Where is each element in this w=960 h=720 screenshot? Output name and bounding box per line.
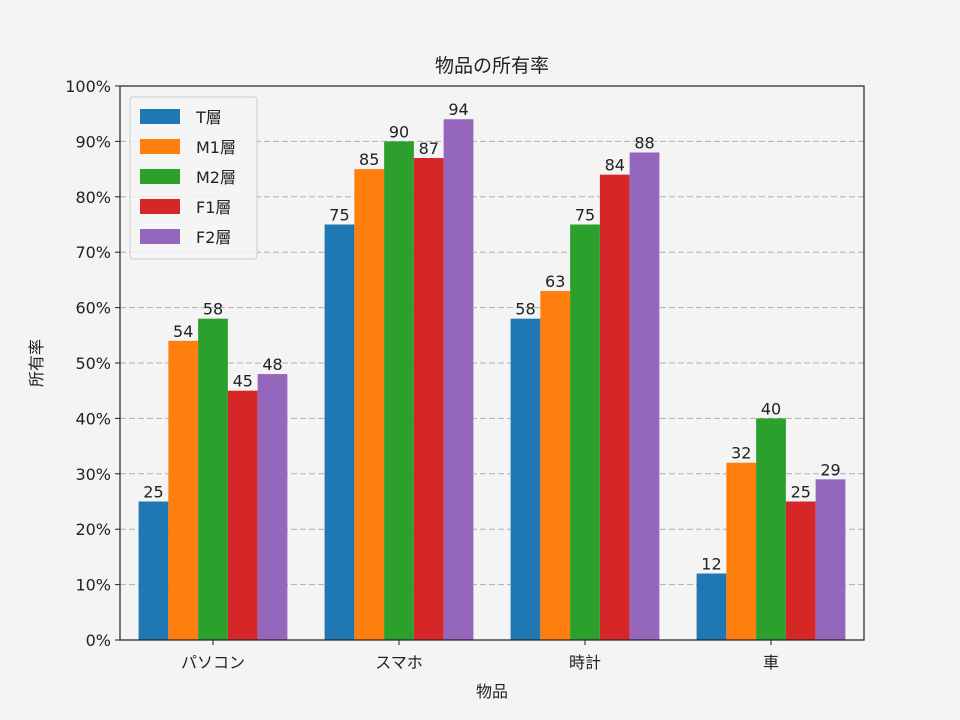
bar: [384, 141, 414, 640]
bar: [696, 573, 727, 640]
legend-swatch: [140, 169, 180, 184]
y-tick-label: 50%: [75, 354, 111, 373]
x-axis-label: 物品: [476, 682, 508, 701]
legend-label: M2層: [196, 168, 236, 187]
bar-value-label: 75: [329, 206, 349, 225]
bar: [570, 224, 600, 640]
bar-value-label: 25: [791, 483, 811, 502]
y-tick-label: 0%: [86, 631, 111, 650]
bar-value-label: 94: [448, 100, 468, 119]
bar-labels: 25 54 58 45 48 75 85 90 87 94 58 63 75 84 88 12 32 40 25 29: [143, 100, 840, 573]
bar: [599, 174, 630, 640]
bar: [257, 374, 288, 640]
y-tick-label: 60%: [75, 299, 111, 318]
legend-label: F2層: [196, 228, 231, 247]
bar: [756, 418, 786, 640]
bar: [785, 501, 816, 640]
bar-value-label: 63: [545, 272, 565, 291]
bar-value-label: 45: [233, 372, 253, 391]
bar: [540, 290, 571, 640]
legend: T層 M1層 M2層 F1層 F2層: [129, 96, 258, 260]
chart-title: 物品の所有率: [435, 55, 549, 77]
bar: [629, 152, 660, 641]
bars: [138, 119, 846, 641]
bar-value-label: 25: [143, 483, 163, 502]
bar-value-label: 75: [575, 206, 595, 225]
bar: [443, 119, 474, 641]
bar: [726, 462, 757, 640]
y-tick-label: 90%: [75, 132, 111, 151]
bar-value-label: 90: [389, 122, 409, 141]
legend-swatch: [140, 229, 180, 244]
gridlines: [120, 140, 864, 586]
x-tick-label: パソコン: [181, 653, 245, 672]
bar: [198, 318, 228, 640]
bar-value-label: 88: [634, 133, 654, 152]
bar: [354, 169, 385, 640]
y-tick-label: 40%: [75, 409, 111, 428]
legend-swatch: [140, 109, 180, 124]
bar-value-label: 40: [761, 399, 781, 418]
y-tick-label: 10%: [75, 576, 111, 595]
bar-value-label: 85: [359, 150, 379, 169]
legend-swatch: [140, 139, 180, 154]
bar-value-label: 32: [731, 444, 751, 463]
bar: [510, 318, 541, 640]
bar: [413, 158, 444, 640]
x-tick-label: 車: [763, 653, 779, 672]
bar-value-label: 87: [419, 139, 439, 158]
y-tick-label: 70%: [75, 243, 111, 262]
bar-value-label: 54: [173, 322, 193, 341]
bar-value-label: 58: [203, 300, 223, 319]
bar: [227, 390, 258, 640]
bar-value-label: 29: [820, 460, 840, 479]
y-axis: 0% 10% 20% 30% 40% 50% 60% 70% 80% 90% 100%: [65, 77, 120, 650]
legend-label: T層: [195, 108, 222, 127]
legend-label: F1層: [196, 198, 231, 217]
y-tick-label: 80%: [75, 188, 111, 207]
bar: [168, 340, 199, 640]
x-tick-label: スマホ: [375, 653, 423, 672]
bar-value-label: 58: [515, 300, 535, 319]
y-tick-label: 20%: [75, 520, 111, 539]
y-tick-label: 30%: [75, 465, 111, 484]
legend-box: [129, 96, 258, 260]
bar-value-label: 12: [701, 555, 721, 574]
x-tick-label: 時計: [569, 653, 601, 672]
bar: [815, 479, 846, 640]
x-axis: パソコン スマホ 時計 車: [181, 640, 779, 672]
y-tick-label: 100%: [65, 77, 111, 96]
bar: [138, 501, 169, 640]
legend-swatch: [140, 199, 180, 214]
legend-label: M1層: [196, 138, 236, 157]
bar-value-label: 84: [605, 156, 625, 175]
bar: [324, 224, 355, 640]
bar-value-label: 48: [262, 355, 282, 374]
y-axis-label: 所有率: [27, 339, 46, 387]
